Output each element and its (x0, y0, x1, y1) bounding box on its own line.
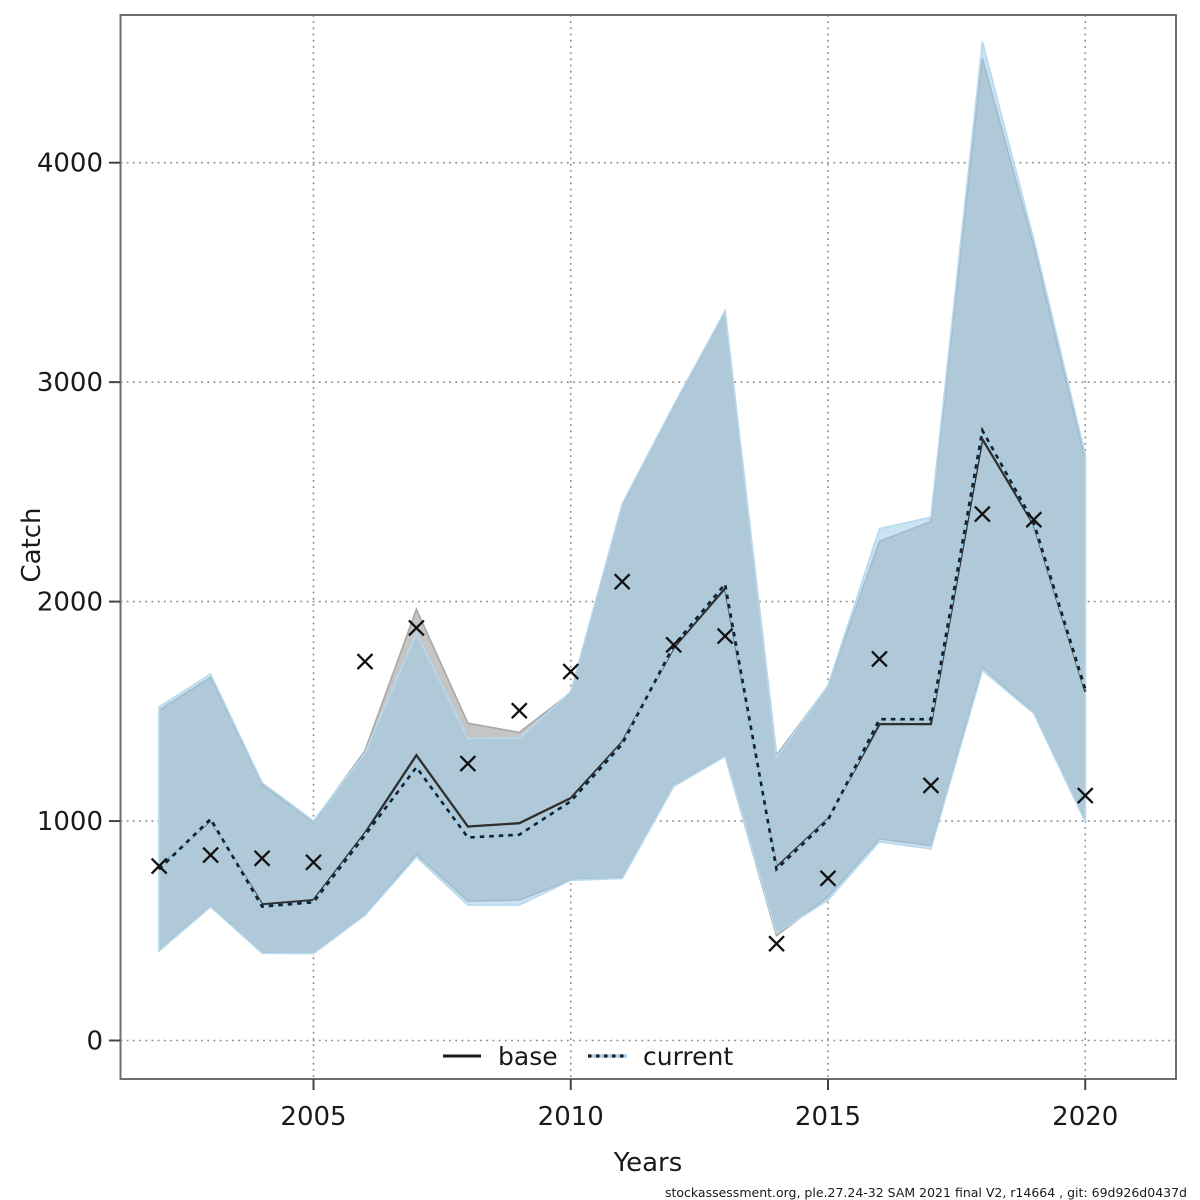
x-tick-label: 2015 (795, 1102, 861, 1132)
legend-current-label: current (643, 1042, 733, 1071)
observed-catch-marker (716, 627, 734, 645)
y-tick-label: 0 (86, 1027, 103, 1057)
x-tick-label: 2020 (1052, 1102, 1118, 1132)
y-axis-title: Catch (17, 507, 47, 582)
observed-catch-marker (974, 505, 991, 523)
observed-catch-marker (1025, 511, 1043, 529)
observed-catch-marker (922, 777, 940, 794)
x-tick-label: 2005 (280, 1102, 346, 1132)
plot-area: 0 1000 2000 3000 4000 2005 2010 2015 2020 (37, 14, 1177, 1132)
observed-catch-marker (150, 857, 168, 875)
y-tick-label: 1000 (37, 807, 103, 837)
current-fit-line-dots (158, 426, 1087, 908)
x-tick-label: 2010 (538, 1102, 604, 1132)
y-tick-label: 4000 (37, 149, 103, 179)
observed-catch-marker (819, 870, 837, 887)
observed-catch-marker (613, 573, 631, 590)
observed-catch-marker (1076, 787, 1094, 804)
y-tick-label: 3000 (37, 368, 103, 398)
plot-border (119, 14, 1177, 1080)
observed-catch-marker (665, 636, 682, 654)
observed-catch-marker (356, 653, 374, 670)
observed-catch-marker (768, 935, 785, 953)
observed-catch-marker (408, 619, 425, 637)
x-axis-title: Years (613, 1148, 683, 1178)
observed-catch-marker (871, 650, 888, 668)
observed-catch-marker (459, 755, 477, 772)
footer-provenance-text: stockassessment.org, ple.27.24-32 SAM 20… (665, 1185, 1187, 1200)
observed-catch-marker (510, 702, 528, 719)
observed-catch-marker (562, 663, 580, 680)
observed-catch-marker (253, 850, 271, 867)
legend-base-label: base (498, 1042, 558, 1071)
y-tick-label: 2000 (37, 588, 103, 618)
observed-catch-marker (202, 846, 219, 864)
observed-catch-marker (305, 853, 322, 871)
legend: base current (443, 1042, 733, 1071)
current-confidence-band (158, 41, 1087, 955)
